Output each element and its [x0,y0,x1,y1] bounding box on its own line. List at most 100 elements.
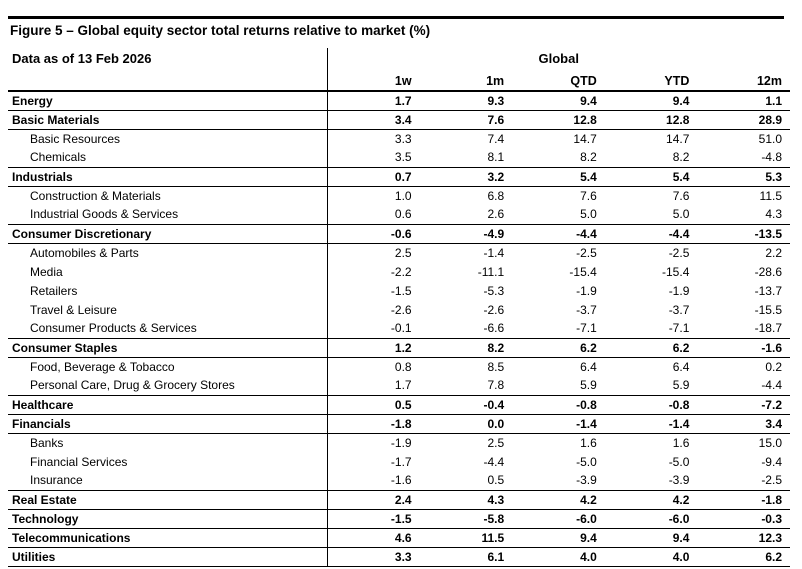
cell-value: 3.4 [697,413,790,434]
cell-value: -4.4 [604,223,698,244]
cell-value: -6.0 [512,508,605,529]
cell-value: 6.4 [580,359,597,374]
cell-value: -1.5 [327,508,420,529]
cell-value: -3.9 [576,473,597,488]
table-row: Industrial Goods & Services 0.6 2.6 5.0 5.0 4… [8,205,790,224]
cell-value: -3.9 [668,473,690,488]
table-row: Industrials 0.7 3.2 5.4 5.4 5.3 [8,166,790,187]
cell-value: 4.0 [604,546,698,567]
cell-value: 6.1 [419,546,513,567]
cell-value: 5.9 [580,378,597,393]
cell-value: 8.5 [487,359,505,374]
cell-value: -7.2 [697,394,790,415]
row-label: Utilities [8,546,328,567]
table-row: Consumer Products & Services -0.1 -6.6 -7.1… [8,319,790,338]
group-header-row: Data as of 13 Feb 2026 Global [8,48,790,71]
cell-value: 1.7 [327,90,420,111]
row-label: Basic Resources [8,129,328,148]
row-label: Basic Materials [8,109,328,130]
row-label: Banks [8,433,328,452]
cell-value: 5.9 [672,378,690,393]
cell-value: 5.0 [672,207,690,222]
cell-value: 3.2 [419,166,513,187]
cell-value: -1.4 [512,413,605,434]
cell-value: -2.5 [761,473,782,488]
cell-value: 14.7 [666,131,690,146]
cell-value: 9.4 [604,90,698,111]
table-row: Construction & Materials 1.0 6.8 7.6 7.6 11.5 [8,186,790,205]
cell-value: 6.4 [672,359,690,374]
cell-value: 6.2 [512,337,605,358]
row-label: Technology [8,508,328,529]
row-label: Healthcare [8,394,328,415]
cell-value: 4.3 [765,207,782,222]
cell-value: -7.1 [668,321,690,336]
cell-value: 15.0 [758,435,782,450]
column-header: 12m [697,71,790,92]
cell-value: -6.0 [604,508,698,529]
cell-value: 8.2 [580,150,597,165]
table-row: Banks -1.9 2.5 1.6 1.6 15.0 [8,433,790,452]
table-row: Utilities 3.3 6.1 4.0 4.0 6.2 [8,546,790,567]
cell-value: -13.7 [754,283,782,298]
cell-value: -15.5 [754,302,782,317]
cell-value: -0.8 [604,394,698,415]
table-row: Basic Materials 3.4 7.6 12.8 12.8 28.9 [8,109,790,130]
row-label: Chemicals [8,148,328,167]
cell-value: -15.4 [662,264,690,279]
cell-value: -1.4 [604,413,698,434]
sector-returns-table: Data as of 13 Feb 2026 Global 1w 1m QTD YTD… [8,48,790,567]
column-header: 1w [327,71,420,92]
cell-value: 12.3 [697,527,790,548]
table-row: Media -2.2 -11.1 -15.4 -15.4 -28.6 [8,262,790,281]
row-label: Food, Beverage & Tobacco [8,357,328,376]
table-row: Basic Resources 3.3 7.4 14.7 14.7 51.0 [8,129,790,148]
cell-value: 4.0 [512,546,605,567]
cell-value: 5.3 [697,166,790,187]
cell-value: 51.0 [758,131,782,146]
cell-value: 6.8 [487,188,505,203]
row-label: Consumer Products & Services [8,319,328,338]
cell-value: 0.5 [327,394,420,415]
cell-value: -4.9 [419,223,513,244]
cell-value: -5.0 [576,454,597,469]
cell-value: 28.9 [697,109,790,130]
table-row: Consumer Staples 1.2 8.2 6.2 6.2 -1.6 [8,337,790,358]
cell-value: -1.9 [576,283,597,298]
row-label: Industrials [8,166,328,187]
cell-value: 1.1 [697,90,790,111]
column-header: QTD [512,71,605,92]
cell-value: 11.5 [759,188,782,203]
cell-value: -2.6 [390,302,412,317]
cell-value: 7.6 [419,109,513,130]
row-label: Industrial Goods & Services [8,205,328,224]
group-header-global: Global [326,48,790,71]
cell-value: -0.3 [697,508,790,529]
cell-value: 7.6 [672,188,690,203]
cell-value: 0.6 [394,207,412,222]
cell-value: 1.6 [672,435,690,450]
cell-value: 1.2 [327,337,420,358]
cell-value: 0.7 [327,166,420,187]
table-row: Consumer Discretionary -0.6 -4.9 -4.4 -4.4 -1… [8,223,790,244]
row-label: Automobiles & Parts [8,243,328,262]
row-label: Energy [8,90,328,111]
cell-value: -4.8 [761,150,782,165]
table-row: Financial Services -1.7 -4.4 -5.0 -5.0 -9.4 [8,452,790,471]
cell-value: -4.4 [761,378,782,393]
row-label: Consumer Staples [8,337,328,358]
cell-value: 7.6 [580,188,597,203]
cell-value: 5.4 [604,166,698,187]
cell-value: -1.8 [327,413,420,434]
table-row: Food, Beverage & Tobacco 0.8 8.5 6.4 6.4 0.2 [8,357,790,376]
cell-value: 8.1 [487,150,505,165]
column-header-spacer [8,71,328,92]
figure-title: Figure 5 – Global equity sector total re… [10,23,431,38]
cell-value: 4.3 [419,489,513,510]
table-header: Data as of 13 Feb 2026 Global 1w 1m QTD YTD… [8,48,790,92]
cell-value: 14.7 [573,131,597,146]
cell-value: -1.9 [390,435,412,450]
cell-value: -0.6 [327,223,420,244]
cell-value: 12.8 [512,109,605,130]
column-header: YTD [604,71,698,92]
